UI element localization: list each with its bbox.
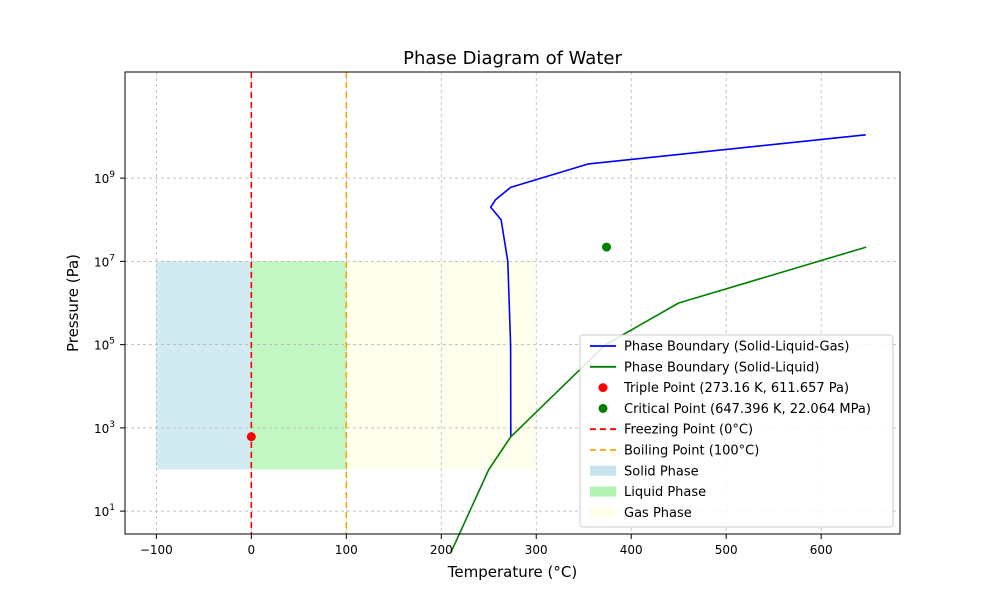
critical-point-marker bbox=[602, 242, 612, 252]
phase-boundary-solid-liquid-series bbox=[450, 246, 867, 554]
x-tick-label: 200 bbox=[430, 543, 453, 557]
legend-item: Gas Phase bbox=[590, 506, 692, 521]
chart-title: Phase Diagram of Water bbox=[403, 48, 622, 69]
x-tick-label: 500 bbox=[715, 543, 738, 557]
legend-item: Boiling Point (100°C) bbox=[590, 444, 759, 459]
x-axis-title: Temperature (°C) bbox=[447, 563, 577, 581]
x-tick-label: 600 bbox=[810, 543, 833, 557]
legend-label: Liquid Phase bbox=[624, 485, 706, 500]
x-tick-label: 400 bbox=[620, 543, 643, 557]
y-tick-label: 101 bbox=[94, 503, 115, 519]
legend-patch-swatch bbox=[590, 465, 616, 476]
legend-item: Freezing Point (0°C) bbox=[590, 423, 753, 438]
triple-point-marker bbox=[246, 432, 256, 442]
legend-item: Liquid Phase bbox=[590, 485, 706, 500]
y-axis-title: Pressure (Pa) bbox=[64, 254, 82, 352]
legend: Phase Boundary (Solid-Liquid-Gas) Phase B… bbox=[579, 334, 894, 528]
legend-label: Freezing Point (0°C) bbox=[624, 423, 753, 438]
y-tick-label: 107 bbox=[94, 253, 115, 269]
legend-label: Boiling Point (100°C) bbox=[624, 444, 759, 459]
x-tick-label: −100 bbox=[140, 543, 173, 557]
legend-label: Solid Phase bbox=[624, 464, 699, 479]
legend-item: Triple Point (273.16 K, 611.657 Pa) bbox=[598, 381, 849, 396]
x-axis-ticks: −100 0 100 200 300 400 500 600 bbox=[140, 534, 833, 557]
legend-label: Gas Phase bbox=[624, 506, 692, 521]
x-tick-label: 300 bbox=[525, 543, 548, 557]
legend-label: Triple Point (273.16 K, 611.657 Pa) bbox=[623, 381, 849, 396]
legend-box bbox=[579, 334, 894, 528]
reference-lines bbox=[250, 72, 348, 534]
legend-item: Solid Phase bbox=[590, 464, 699, 479]
x-tick-label: 100 bbox=[335, 543, 358, 557]
phase-boundary-solid-liquid-gas-series bbox=[489, 134, 866, 437]
legend-patch-swatch bbox=[590, 486, 616, 497]
legend-label: Phase Boundary (Solid-Liquid) bbox=[624, 360, 819, 375]
plot-frame bbox=[124, 71, 901, 535]
x-tick-label: 0 bbox=[247, 543, 255, 557]
y-tick-label: 105 bbox=[94, 337, 115, 353]
y-tick-label: 109 bbox=[94, 170, 115, 186]
y-tick-label: 103 bbox=[94, 420, 115, 436]
series-lines bbox=[450, 134, 867, 554]
special-points bbox=[246, 242, 612, 442]
legend-label: Critical Point (647.396 K, 22.064 MPa) bbox=[624, 402, 871, 417]
legend-item: Phase Boundary (Solid-Liquid) bbox=[590, 360, 819, 375]
y-axis-ticks: 101 103 105 107 109 bbox=[94, 170, 125, 519]
solid-phase-region bbox=[156, 261, 252, 470]
legend-item: Critical Point (647.396 K, 22.064 MPa) bbox=[598, 402, 871, 417]
legend-marker-swatch bbox=[598, 383, 608, 393]
legend-patch-swatch bbox=[590, 507, 616, 518]
legend-marker-swatch bbox=[598, 403, 608, 413]
liquid-phase-region bbox=[251, 261, 347, 470]
legend-item: Phase Boundary (Solid-Liquid-Gas) bbox=[590, 340, 849, 355]
legend-label: Phase Boundary (Solid-Liquid-Gas) bbox=[624, 340, 849, 355]
